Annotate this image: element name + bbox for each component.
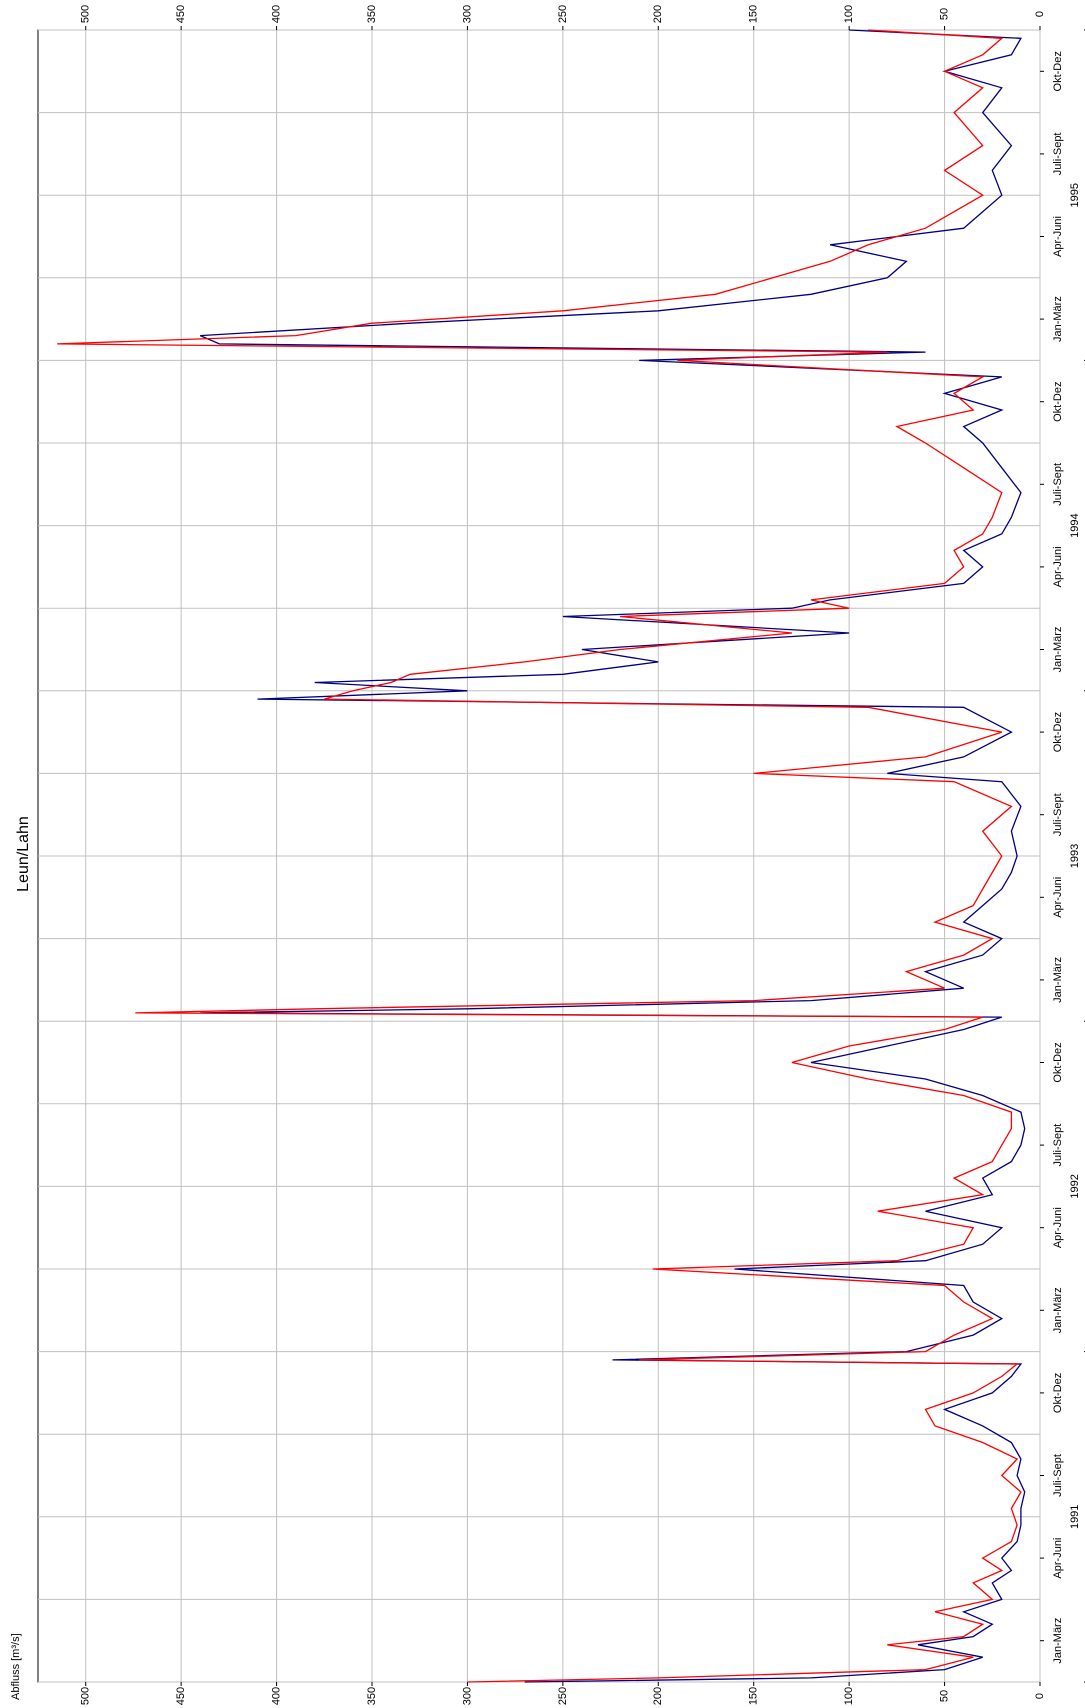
year-label: 1992 bbox=[1069, 1174, 1081, 1198]
y-tick-label: 500 bbox=[80, 5, 92, 23]
y-tick-label: 300 bbox=[461, 5, 473, 23]
x-tick-label: Okt-Dez bbox=[1052, 51, 1064, 91]
x-tick-label: Okt-Dez bbox=[1052, 382, 1064, 422]
x-tick-label: Juli-Sept bbox=[1052, 1454, 1064, 1497]
x-tick-label: Apr-Juni bbox=[1052, 1538, 1064, 1579]
year-label: 1991 bbox=[1069, 1505, 1081, 1529]
y-tick-label: 500 bbox=[80, 1687, 92, 1705]
y-tick-label: 400 bbox=[270, 1687, 282, 1705]
x-tick-label: Jan-März bbox=[1052, 296, 1064, 342]
x-tick-label: Apr-Juni bbox=[1052, 546, 1064, 587]
y-tick-label: 250 bbox=[557, 1687, 569, 1705]
y-tick-label: 150 bbox=[748, 5, 760, 23]
x-tick-label: Jan-März bbox=[1052, 1287, 1064, 1333]
x-tick-label: Juli-Sept bbox=[1052, 133, 1064, 176]
y-tick-label: 100 bbox=[843, 1687, 855, 1705]
y-tick-label: 350 bbox=[366, 1687, 378, 1705]
x-tick-label: Okt-Dez bbox=[1052, 1042, 1064, 1082]
y-tick-label: 150 bbox=[748, 1687, 760, 1705]
y-tick-label: 100 bbox=[843, 5, 855, 23]
y-tick-label: 200 bbox=[652, 1687, 664, 1705]
y-tick-label: 450 bbox=[175, 5, 187, 23]
y-tick-label: 0 bbox=[1034, 1693, 1046, 1699]
year-label: 1995 bbox=[1069, 183, 1081, 207]
y-tick-label: 50 bbox=[938, 1690, 950, 1702]
y-tick-label: 200 bbox=[652, 5, 664, 23]
series-line bbox=[199, 29, 1026, 1683]
y-axis-label: Abfluss [m³/s] bbox=[10, 1633, 22, 1700]
y-tick-label: 450 bbox=[175, 1687, 187, 1705]
y-tick-label: 50 bbox=[938, 8, 950, 20]
x-tick-label: Juli-Sept bbox=[1052, 463, 1064, 506]
y-tick-label: 400 bbox=[270, 5, 282, 23]
y-tick-label: 350 bbox=[366, 5, 378, 23]
y-tick-label: 0 bbox=[1034, 11, 1046, 17]
x-tick-label: Juli-Sept bbox=[1052, 1124, 1064, 1167]
year-label: 1994 bbox=[1069, 513, 1081, 537]
x-tick-label: Okt-Dez bbox=[1052, 712, 1064, 752]
year-label: 1993 bbox=[1069, 844, 1081, 868]
series-line bbox=[57, 29, 1022, 1683]
x-tick-label: Apr-Juni bbox=[1052, 1207, 1064, 1248]
x-tick-label: Okt-Dez bbox=[1052, 1373, 1064, 1413]
y-tick-label: 250 bbox=[557, 5, 569, 23]
y-tick-label: 300 bbox=[461, 1687, 473, 1705]
x-tick-label: Jan-März bbox=[1052, 957, 1064, 1003]
x-tick-label: Jan-März bbox=[1052, 627, 1064, 673]
x-tick-label: Apr-Juni bbox=[1052, 877, 1064, 918]
x-tick-label: Apr-Juni bbox=[1052, 216, 1064, 257]
x-tick-label: Jan-März bbox=[1052, 1618, 1064, 1664]
chart-title: Leun/Lahn bbox=[15, 816, 32, 892]
x-tick-label: Juli-Sept bbox=[1052, 793, 1064, 836]
